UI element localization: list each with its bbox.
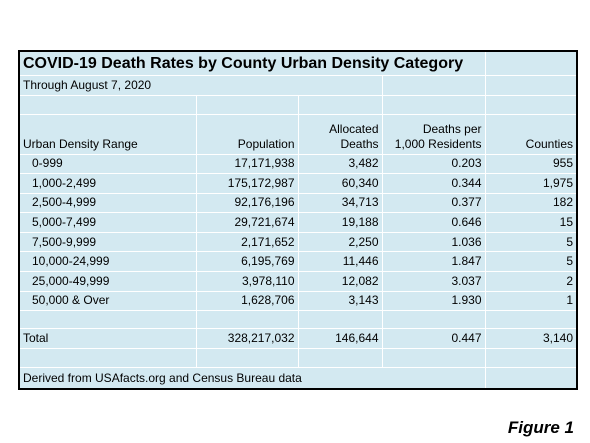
- table-row: COVID-19 Death Rates by County Urban Den…: [18, 50, 578, 76]
- empty-cell: [18, 348, 197, 369]
- empty-cell: [484, 310, 578, 330]
- column-header: Urban Density Range: [18, 113, 197, 155]
- empty-cell: [195, 348, 299, 369]
- table-row: Through August 7, 2020: [18, 74, 578, 96]
- data-cell: 60,340: [297, 173, 383, 194]
- data-cell: 0.344: [381, 173, 486, 194]
- table-row: [18, 310, 578, 330]
- data-cell: 0.377: [381, 192, 486, 214]
- data-cell: 0.203: [381, 153, 486, 175]
- table-row: [18, 348, 578, 369]
- data-cell: 3,482: [297, 153, 383, 175]
- empty-cell: [381, 74, 486, 96]
- data-cell: 2,171,652: [195, 231, 299, 253]
- table-row: 25,000-49,999 3,978,110 12,082 3.037 2: [18, 271, 578, 292]
- data-cell: 1.036: [381, 231, 486, 253]
- total-cell: 3,140: [484, 328, 578, 350]
- data-cell: 17,171,938: [195, 153, 299, 175]
- header-line: Counties: [525, 136, 574, 151]
- header-line: Population: [237, 136, 295, 151]
- data-cell: 182: [484, 192, 578, 214]
- header-line: Deaths: [340, 136, 379, 151]
- empty-cell: [484, 367, 578, 390]
- data-cell: 1.847: [381, 251, 486, 273]
- data-cell: 29,721,674: [195, 212, 299, 233]
- empty-cell: [195, 310, 299, 330]
- data-cell: 1,975: [484, 173, 578, 194]
- data-cell: 5: [484, 251, 578, 273]
- table-row: Derived from USAfacts.org and Census Bur…: [18, 367, 578, 390]
- empty-cell: [381, 310, 486, 330]
- table-row: 0-999 17,171,938 3,482 0.203 955: [18, 153, 578, 175]
- row-label: 1,000-2,499: [18, 173, 197, 194]
- total-cell: 146,644: [297, 328, 383, 350]
- row-label: 0-999: [18, 153, 197, 175]
- column-header: Deaths per 1,000 Residents: [381, 113, 486, 155]
- row-label: 7,500-9,999: [18, 231, 197, 253]
- data-cell: 34,713: [297, 192, 383, 214]
- column-header: Counties: [484, 113, 578, 155]
- row-label: 2,500-4,999: [18, 192, 197, 214]
- data-cell: 175,172,987: [195, 173, 299, 194]
- table-row: Total 328,217,032 146,644 0.447 3,140: [18, 328, 578, 350]
- data-table: COVID-19 Death Rates by County Urban Den…: [18, 50, 579, 390]
- empty-cell: [297, 310, 383, 330]
- total-cell: 0.447: [381, 328, 486, 350]
- row-label: 10,000-24,999: [18, 251, 197, 273]
- data-cell: 3,143: [297, 290, 383, 312]
- data-cell: 0.646: [381, 212, 486, 233]
- row-label: 25,000-49,999: [18, 271, 197, 292]
- empty-cell: [484, 74, 578, 96]
- column-header: Population: [195, 113, 299, 155]
- empty-cell: [381, 348, 486, 369]
- empty-cell: [195, 94, 299, 115]
- table-row: 1,000-2,499 175,172,987 60,340 0.344 1,975: [18, 173, 578, 194]
- table-body: COVID-19 Death Rates by County Urban Den…: [18, 50, 578, 390]
- row-label: 5,000-7,499: [18, 212, 197, 233]
- data-cell: 2,250: [297, 231, 383, 253]
- figure-label: Figure 1: [507, 418, 574, 437]
- total-cell: 328,217,032: [195, 328, 299, 350]
- source-note: Derived from USAfacts.org and Census Bur…: [18, 367, 486, 390]
- empty-cell: [18, 94, 197, 115]
- empty-cell: [18, 310, 197, 330]
- data-cell: 6,195,769: [195, 251, 299, 273]
- data-cell: 3.037: [381, 271, 486, 292]
- header-line: Allocated: [329, 121, 379, 136]
- total-label: Total: [18, 328, 197, 350]
- empty-cell: [297, 94, 383, 115]
- data-cell: 1.930: [381, 290, 486, 312]
- data-cell: 3,978,110: [195, 271, 299, 292]
- column-header: Allocated Deaths: [297, 113, 383, 155]
- data-cell: 15: [484, 212, 578, 233]
- header-line: Urban Density Range: [23, 136, 138, 151]
- table-row: 2,500-4,999 92,176,196 34,713 0.377 182: [18, 192, 578, 214]
- data-cell: 955: [484, 153, 578, 175]
- data-cell: 11,446: [297, 251, 383, 273]
- empty-cell: [484, 50, 578, 76]
- data-cell: 92,176,196: [195, 192, 299, 214]
- table-row: 7,500-9,999 2,171,652 2,250 1.036 5: [18, 231, 578, 253]
- empty-cell: [484, 348, 578, 369]
- data-cell: 1: [484, 290, 578, 312]
- table-row: 50,000 & Over 1,628,706 3,143 1.930 1: [18, 290, 578, 312]
- data-cell: 1,628,706: [195, 290, 299, 312]
- table-row: 5,000-7,499 29,721,674 19,188 0.646 15: [18, 212, 578, 233]
- table-title: COVID-19 Death Rates by County Urban Den…: [18, 50, 486, 76]
- empty-cell: [484, 94, 578, 115]
- empty-cell: [297, 348, 383, 369]
- data-cell: 12,082: [297, 271, 383, 292]
- row-label: 50,000 & Over: [18, 290, 197, 312]
- table-row: Urban Density Range Population Allocated De…: [18, 113, 578, 155]
- data-cell: 19,188: [297, 212, 383, 233]
- table-row: 10,000-24,999 6,195,769 11,446 1.847 5: [18, 251, 578, 273]
- empty-cell: [381, 94, 486, 115]
- table-subtitle: Through August 7, 2020: [18, 74, 383, 96]
- header-line: Deaths per: [422, 121, 482, 136]
- table-row: [18, 94, 578, 115]
- data-cell: 2: [484, 271, 578, 292]
- header-line: 1,000 Residents: [394, 136, 482, 151]
- data-cell: 5: [484, 231, 578, 253]
